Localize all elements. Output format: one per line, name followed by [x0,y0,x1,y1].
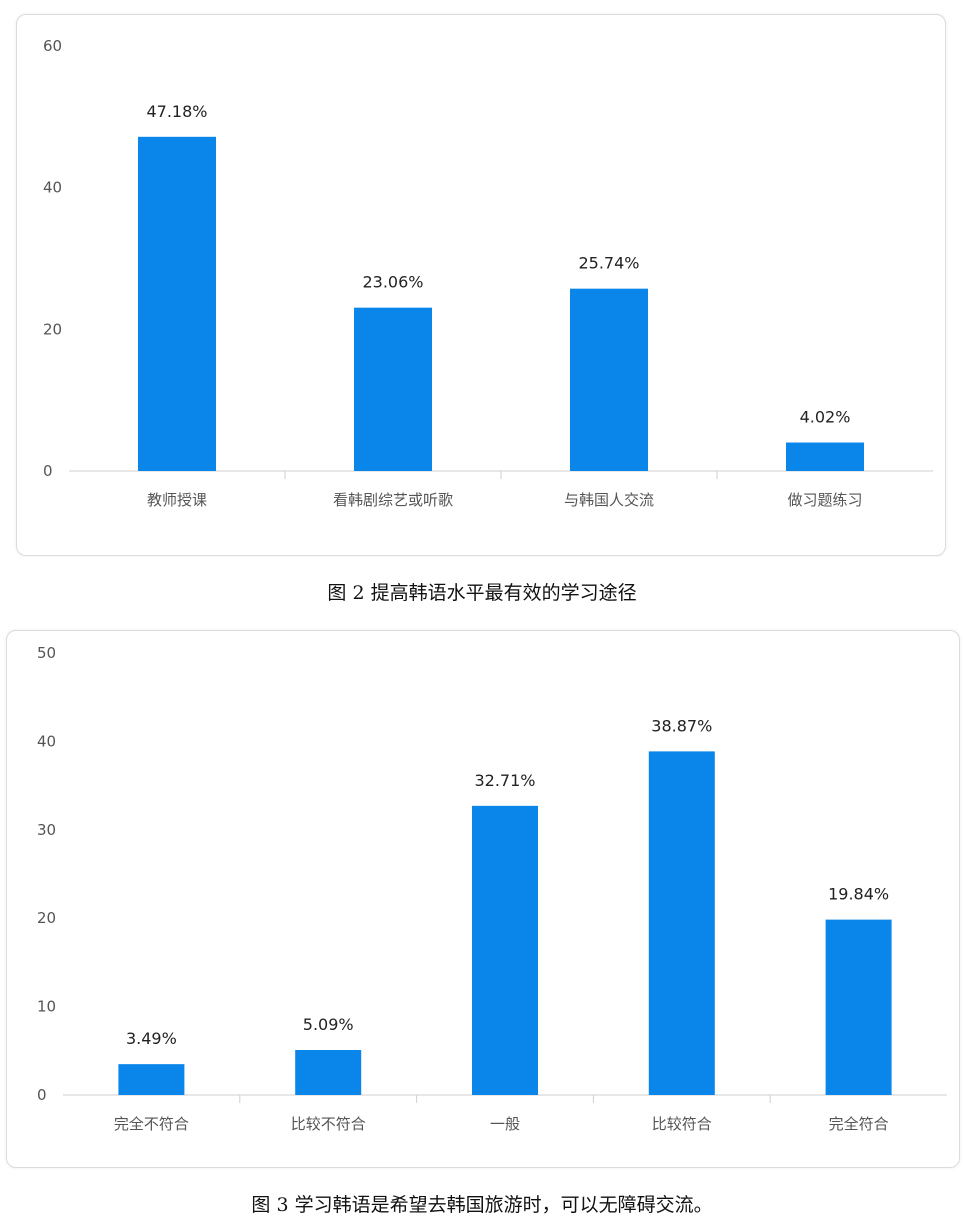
chart-1-category-label: 做习题练习 [787,491,862,509]
chart-2-bar [648,751,715,1095]
chart-1-bar [354,307,432,471]
chart-2-y-tick-label: 30 [37,821,56,839]
chart-panel-2: 0 10 20 30 40 50 3.49% 完全不符合 5.09% 比较不符合 32.71% 一般 3… [6,630,960,1168]
chart-2-data-label: 5.09% [303,1015,354,1034]
chart-2-y-tick-label: 0 [37,1086,47,1104]
chart-2-category-label: 一般 [490,1115,520,1133]
chart-1-category-label: 看韩剧综艺或听歌 [333,491,453,509]
chart-2-data-label: 32.71% [474,771,535,790]
chart-2-data-label: 38.87% [651,716,712,735]
chart-1-y-tick-label: 20 [43,320,62,338]
chart-1-bar [570,288,648,471]
chart-1-data-label: 4.02% [800,408,851,427]
chart-2-category-label: 完全符合 [829,1115,889,1133]
chart-2-data-label: 3.49% [126,1029,177,1048]
figure-2-caption: 图 2 提高韩语水平最有效的学习途径 [327,582,637,604]
chart-2-data-label: 19.84% [828,885,889,904]
chart-1-data-label: 47.18% [146,102,207,121]
chart-1-y-tick-label: 40 [43,179,62,197]
chart-1-category-label: 与韩国人交流 [564,491,654,509]
chart-2-bar [825,919,892,1095]
chart-2-bar [118,1064,185,1095]
chart-2-y-tick-label: 40 [37,732,56,750]
chart-1-category-label: 教师授课 [147,491,207,509]
chart-panel-1: 0 20 40 60 47.18% 教师授课 23.06% 看韩剧综艺或听歌 25.74% 与韩国… [16,14,946,556]
chart-1-y-tick-label: 0 [43,462,53,480]
chart-2-y-tick-label: 50 [37,644,56,662]
chart-1-bar [138,136,216,471]
chart-2-category-label: 比较不符合 [291,1115,366,1133]
chart-2-bar [472,805,538,1095]
chart-1-data-label: 23.06% [362,273,423,292]
chart-1-svg: 0 20 40 60 47.18% 教师授课 23.06% 看韩剧综艺或听歌 25.74% 与韩国… [43,37,933,509]
chart-2-category-label: 完全不符合 [114,1115,189,1133]
chart-1-bar [786,442,864,471]
chart-1-data-label: 25.74% [578,254,639,273]
chart-2-svg: 0 10 20 30 40 50 3.49% 完全不符合 5.09% 比较不符合 32.71% 一般 3… [37,644,947,1133]
chart-2-category-label: 比较符合 [652,1115,712,1133]
figure-3-caption: 图 3 学习韩语是希望去韩国旅游时，可以无障碍交流。 [251,1194,713,1216]
chart-2-y-tick-label: 20 [37,909,56,927]
chart-2-y-tick-label: 10 [37,998,56,1016]
chart-1-y-tick-label: 60 [43,37,62,55]
chart-2-bar [295,1050,362,1095]
